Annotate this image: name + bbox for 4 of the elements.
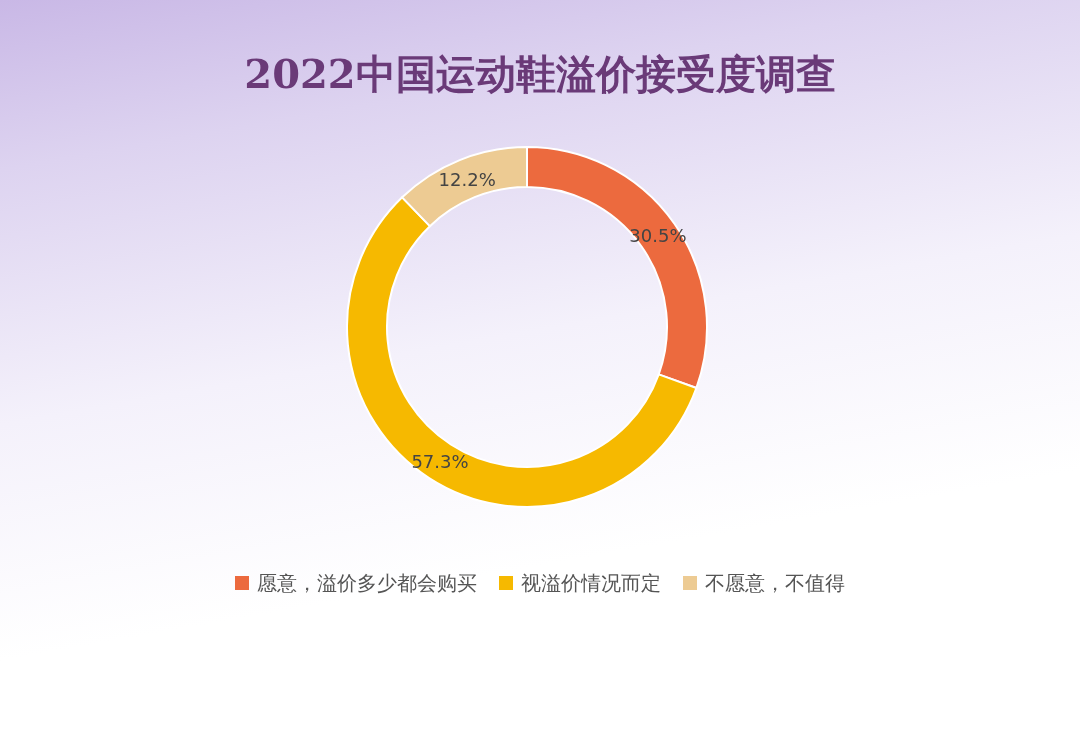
legend-label: 视溢价情况而定 <box>521 571 661 595</box>
title: 2022中国运动鞋溢价接受度调查 <box>244 50 836 97</box>
legend-label: 不愿意，不值得 <box>705 571 845 595</box>
legend-label: 愿意，溢价多少都会购买 <box>257 571 477 595</box>
